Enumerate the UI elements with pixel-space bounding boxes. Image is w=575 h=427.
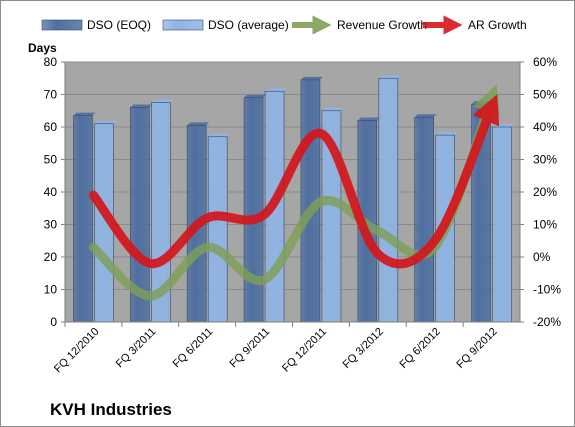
y2-tick-label: -10% (533, 283, 561, 297)
bar-cap (244, 94, 267, 98)
x-tick-label: FQ 6/2012 (398, 326, 443, 371)
bar-cap (357, 117, 380, 121)
legend-label-revenue-growth: Revenue Growth (337, 18, 427, 32)
y2-tick-label: 30% (533, 153, 557, 167)
x-tick-label: FQ 9/2011 (228, 326, 273, 371)
bar-dso-average-fq-9-2012 (492, 126, 512, 323)
bar-cap (130, 104, 153, 108)
y2-tick-label: 20% (533, 185, 557, 199)
bar-cap (187, 122, 210, 126)
legend-label-dso-average: DSO (average) (208, 18, 289, 32)
bar-dso-eoq-fq-9-2011 (243, 97, 264, 323)
x-tick-label: FQ 12/2011 (280, 326, 329, 375)
legend-label-dso-eoq: DSO (EOQ) (87, 18, 151, 32)
bar-cap (321, 107, 344, 111)
y-tick-label: 10 (44, 283, 58, 297)
bar-cap (435, 132, 458, 136)
bar-cap (378, 75, 401, 79)
growth-lines (88, 84, 500, 301)
y-tick-label: 20 (44, 250, 58, 264)
bar-dso-average-fq-6-2011 (207, 136, 228, 323)
y2-tick-label: 60% (533, 55, 557, 69)
x-tick-label: FQ 3/2011 (114, 326, 159, 371)
y-tick-label: 60 (44, 120, 58, 134)
bar-cap (151, 99, 174, 103)
bar-cap (94, 120, 117, 124)
y-tick-label: 30 (44, 218, 58, 232)
x-tick-label: FQ 3/2012 (341, 326, 386, 371)
bar-dso-average-fq-3-2012 (378, 77, 399, 323)
y-tick-label: 50 (44, 153, 58, 167)
x-tick-label: FQ 9/2012 (454, 326, 499, 371)
y-tick-label: 70 (44, 88, 58, 102)
y2-tick-label: -20% (533, 315, 561, 329)
x-tick-label: FQ 6/2011 (171, 326, 216, 371)
y2-tick-label: 50% (533, 88, 557, 102)
legend-swatch-dso-average (162, 19, 204, 31)
bar-cap (265, 88, 288, 92)
y-tick-label: 0 (50, 315, 57, 329)
chart-title: KVH Industries (50, 400, 172, 419)
legend: DSO (EOQ) DSO (average) Revenue Growth AR G… (41, 15, 527, 35)
bar-cap (300, 76, 323, 80)
bar-cap (73, 112, 96, 116)
y-axis-title: Days (28, 41, 57, 55)
y2-tick-label: 40% (533, 120, 557, 134)
bar-dso-eoq-fq-6-2012 (414, 116, 434, 323)
legend-label-ar-growth: AR Growth (468, 18, 527, 32)
y-tick-label: 40 (44, 185, 58, 199)
y2-tick-label: 10% (533, 218, 557, 232)
y-tick-label: 80 (44, 55, 58, 69)
bar-dso-eoq-fq-12-2010 (73, 115, 93, 323)
legend-swatch-dso-eoq (41, 19, 83, 31)
y2-tick-label: 0% (533, 250, 551, 264)
bar-cap (492, 124, 515, 127)
bar-cap (208, 133, 231, 137)
x-tick-label: FQ 12/2010 (52, 326, 102, 376)
bar-cap (414, 114, 437, 118)
bars (73, 75, 515, 323)
